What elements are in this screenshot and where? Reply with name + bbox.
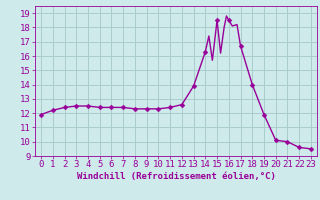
X-axis label: Windchill (Refroidissement éolien,°C): Windchill (Refroidissement éolien,°C)	[76, 172, 276, 181]
